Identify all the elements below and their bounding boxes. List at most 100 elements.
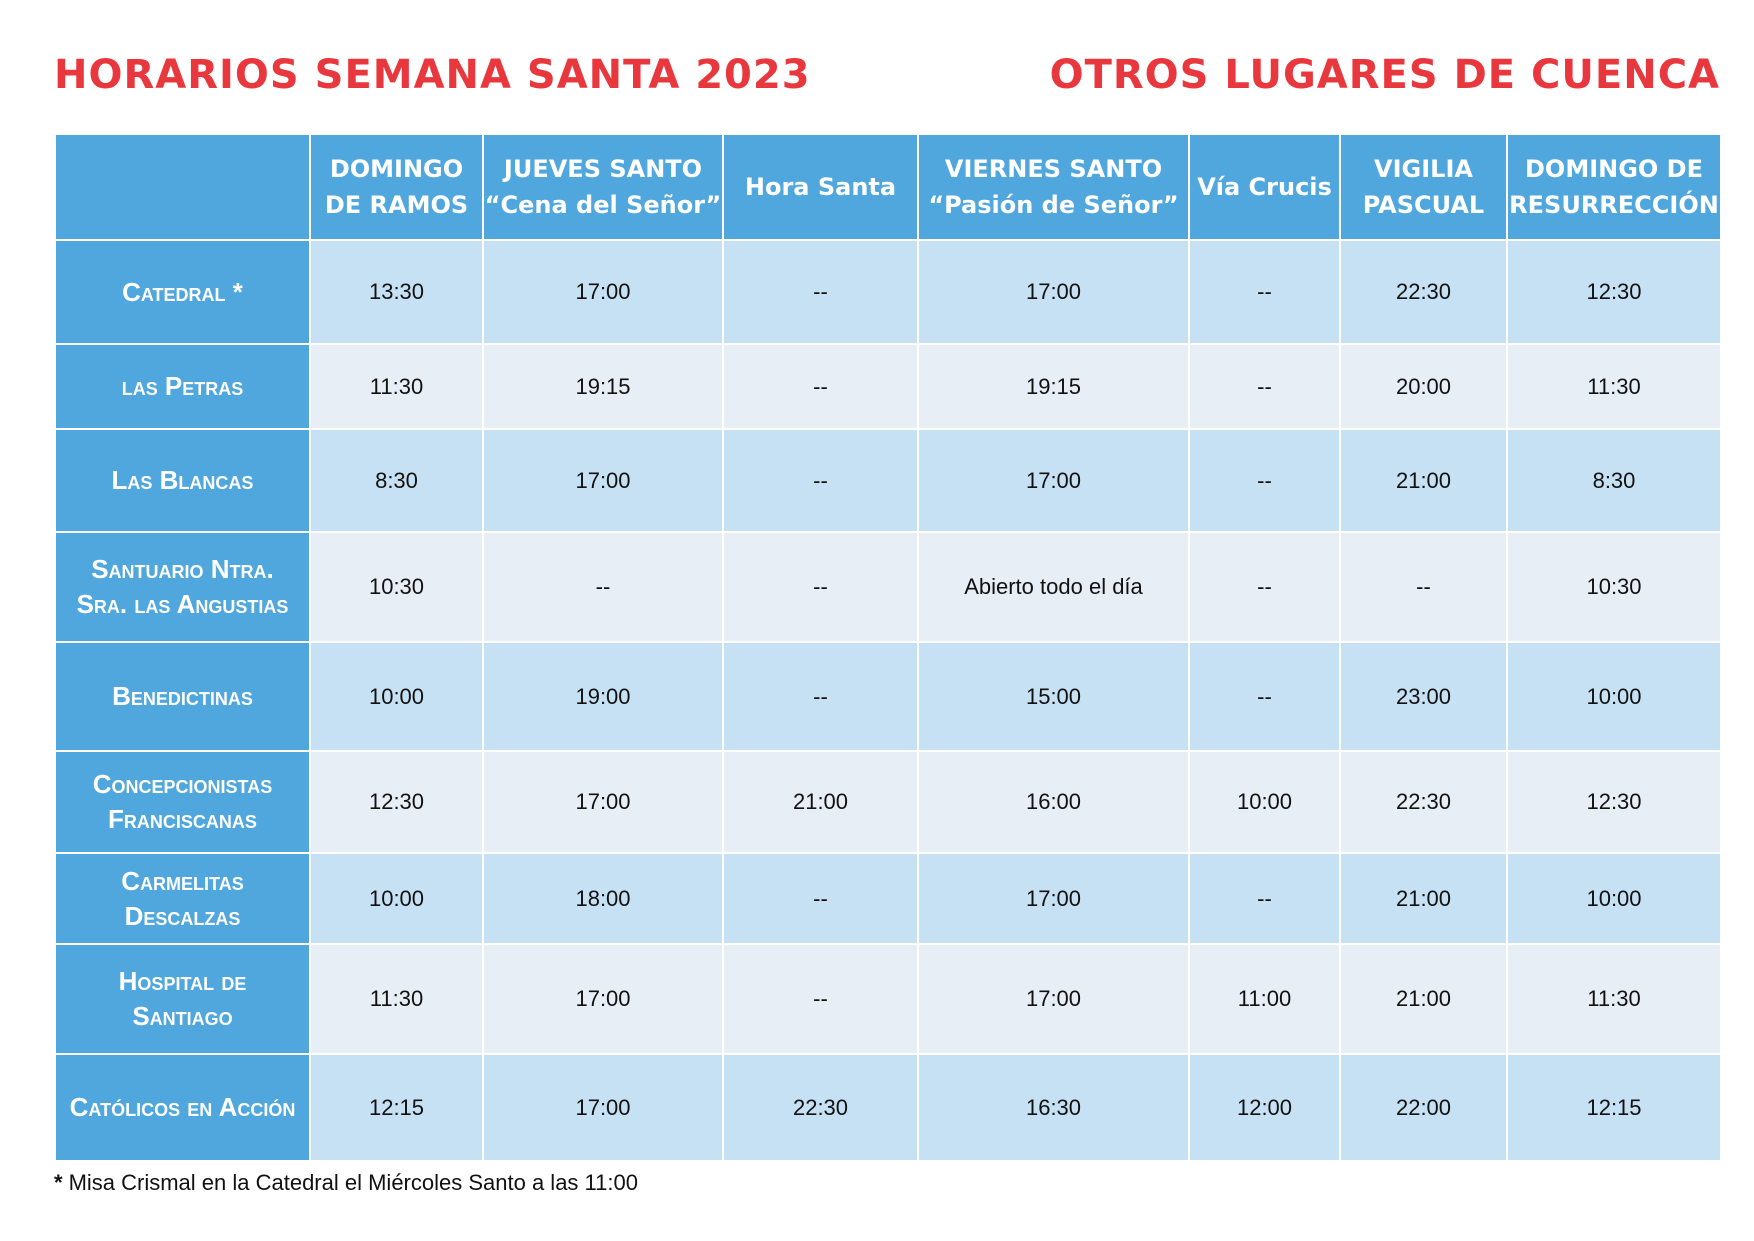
time-cell: 17:00 xyxy=(482,943,724,1055)
table-row: Hospital de Santiago 11:30 17:00 -- 17:00 11:0… xyxy=(54,943,1722,1055)
row-label: Las Blancas xyxy=(54,428,311,533)
column-header: VIGILIA PASCUAL xyxy=(1339,133,1508,241)
footnote-mark: * xyxy=(54,1170,63,1195)
time-cell: 17:00 xyxy=(917,943,1190,1055)
time-cell: 17:00 xyxy=(482,1053,724,1162)
column-header: VIERNES SANTO “Pasión de Señor” xyxy=(917,133,1190,241)
row-label-line: Católicos en Acción xyxy=(69,1092,296,1122)
time-cell: 11:30 xyxy=(1506,943,1722,1055)
time-cell: -- xyxy=(482,531,724,643)
column-header-line: DE RAMOS xyxy=(324,191,469,219)
column-header: DOMINGO DE RESURRECCIÓN xyxy=(1506,133,1722,241)
time-cell: -- xyxy=(1188,428,1341,533)
time-cell: -- xyxy=(722,428,919,533)
column-header: DOMINGO DE RAMOS xyxy=(309,133,484,241)
time-cell: 22:30 xyxy=(1339,750,1508,854)
footnote-text: Misa Crismal en la Catedral el Miércoles… xyxy=(68,1170,638,1195)
time-cell: 12:00 xyxy=(1188,1053,1341,1162)
time-cell: -- xyxy=(722,852,919,945)
time-cell: 17:00 xyxy=(917,852,1190,945)
time-cell: 21:00 xyxy=(722,750,919,854)
time-cell: -- xyxy=(1188,641,1341,752)
table-row: Carmelitas Descalzas 10:00 18:00 -- 17:00 -- 21… xyxy=(54,852,1722,945)
time-cell: 11:30 xyxy=(1506,343,1722,430)
column-header-line: JUEVES SANTO xyxy=(503,155,703,183)
row-label-line: Sra. las Angustias xyxy=(76,589,289,619)
time-cell: 17:00 xyxy=(482,750,724,854)
time-cell: 21:00 xyxy=(1339,428,1508,533)
row-label-line: Carmelitas xyxy=(121,865,244,896)
column-header-line: “Cena del Señor” xyxy=(484,191,722,219)
time-cell: 13:30 xyxy=(309,239,484,345)
column-header: Vía Crucis xyxy=(1188,133,1341,241)
column-header-line: DOMINGO xyxy=(329,155,464,183)
row-label: Carmelitas Descalzas xyxy=(54,852,311,945)
table-row: Concepcionistas Franciscanas 12:30 17:00 21:… xyxy=(54,750,1722,854)
time-cell: -- xyxy=(1188,531,1341,643)
time-cell: 10:00 xyxy=(1506,852,1722,945)
column-header-line: VIGILIA xyxy=(1374,155,1473,183)
time-cell: 15:00 xyxy=(917,641,1190,752)
column-header: JUEVES SANTO “Cena del Señor” xyxy=(482,133,724,241)
row-label-line: Santiago xyxy=(132,1001,233,1031)
time-cell: -- xyxy=(722,343,919,430)
time-cell: -- xyxy=(722,943,919,1055)
column-header-line: DOMINGO DE xyxy=(1525,155,1703,183)
table-row: Católicos en Acción 12:15 17:00 22:30 16:30 1… xyxy=(54,1053,1722,1162)
row-label-line: Catedral * xyxy=(122,276,243,307)
row-label: las Petras xyxy=(54,343,311,430)
time-cell: 12:15 xyxy=(309,1053,484,1162)
row-label-line: Benedictinas xyxy=(112,681,253,711)
footnote: * Misa Crismal en la Catedral el Miércole… xyxy=(54,1170,638,1196)
time-cell: 20:00 xyxy=(1339,343,1508,430)
time-cell: 17:00 xyxy=(482,239,724,345)
row-label-line: Franciscanas xyxy=(108,804,257,834)
time-cell: 10:30 xyxy=(1506,531,1722,643)
time-cell: 8:30 xyxy=(1506,428,1722,533)
row-label: Concepcionistas Franciscanas xyxy=(54,750,311,854)
column-header-line: RESURRECCIÓN xyxy=(1509,191,1719,219)
time-cell: 12:30 xyxy=(1506,750,1722,854)
column-header-line: PASCUAL xyxy=(1362,191,1485,219)
row-label-line: Las Blancas xyxy=(111,465,254,495)
time-cell: 21:00 xyxy=(1339,852,1508,945)
time-cell: 18:00 xyxy=(482,852,724,945)
column-header: Hora Santa xyxy=(722,133,919,241)
time-cell: 19:15 xyxy=(482,343,724,430)
table-row: Benedictinas 10:00 19:00 -- 15:00 -- 23:00 10:0… xyxy=(54,641,1722,752)
column-header-line: Hora Santa xyxy=(744,173,897,201)
row-label: Benedictinas xyxy=(54,641,311,752)
time-cell: 8:30 xyxy=(309,428,484,533)
column-header-line: VIERNES SANTO xyxy=(944,155,1163,183)
time-cell: 10:00 xyxy=(309,852,484,945)
row-label-line: Hospital de xyxy=(118,966,247,996)
time-cell: 21:00 xyxy=(1339,943,1508,1055)
time-cell: 22:00 xyxy=(1339,1053,1508,1162)
time-cell: Abierto todo el día xyxy=(917,531,1190,643)
row-label: Hospital de Santiago xyxy=(54,943,311,1055)
time-cell: -- xyxy=(1188,239,1341,345)
row-label-line: Concepcionistas xyxy=(92,769,273,799)
header-row: DOMINGO DE RAMOS JUEVES SANTO “Cena del Señ… xyxy=(54,133,1722,241)
row-label-line: las Petras xyxy=(121,371,244,401)
time-cell: 11:00 xyxy=(1188,943,1341,1055)
time-cell: 19:00 xyxy=(482,641,724,752)
time-cell: 10:00 xyxy=(309,641,484,752)
time-cell: 10:30 xyxy=(309,531,484,643)
row-label-line: Santuario Ntra. xyxy=(91,554,274,584)
time-cell: 10:00 xyxy=(1188,750,1341,854)
time-cell: 22:30 xyxy=(1339,239,1508,345)
time-cell: 12:30 xyxy=(1506,239,1722,345)
table-row: Catedral * 13:30 17:00 -- 17:00 -- 22:30 12:30 xyxy=(54,239,1722,345)
table-row: Las Blancas 8:30 17:00 -- 17:00 -- 21:00 8:30 xyxy=(54,428,1722,533)
time-cell: 19:15 xyxy=(917,343,1190,430)
corner-cell xyxy=(54,133,311,241)
row-label: Santuario Ntra. Sra. las Angustias xyxy=(54,531,311,643)
row-label: Católicos en Acción xyxy=(54,1053,311,1162)
time-cell: -- xyxy=(722,239,919,345)
time-cell: 17:00 xyxy=(917,428,1190,533)
time-cell: 12:30 xyxy=(309,750,484,854)
time-cell: -- xyxy=(1188,852,1341,945)
time-cell: 17:00 xyxy=(917,239,1190,345)
